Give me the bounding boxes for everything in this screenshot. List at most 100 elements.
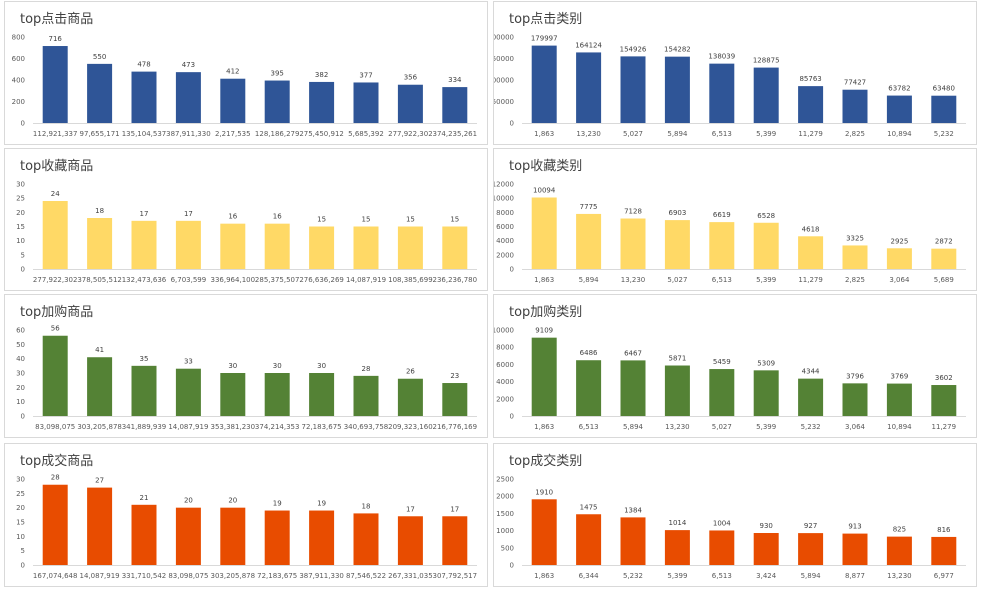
data-label: 28 — [362, 365, 371, 373]
chart-svg: 0 10 20 30 40 50 60 56 83,098,075 41 303,205,878 35… — [16, 325, 477, 431]
data-label: 27 — [95, 477, 104, 485]
data-label: 138039 — [708, 53, 735, 61]
x-tick-label: 277,922,302 — [33, 276, 78, 284]
chart-svg: 0 50000 100000 150000 200000 179997 1,863 16412… — [494, 34, 966, 138]
y-tick-label: 10 — [16, 237, 25, 245]
chart-title: top收藏类别 — [509, 159, 583, 174]
data-label: 30 — [273, 362, 282, 370]
x-tick-label: 2,217,535 — [215, 130, 251, 138]
y-tick-label: 400 — [12, 77, 25, 85]
chart-panel-3: top收藏类别 0 2000 4000 6000 8000 10000 12000 10094… — [493, 148, 977, 291]
chart-title: top成交类别 — [509, 454, 583, 469]
x-tick-label: 11,279 — [798, 130, 823, 138]
x-tick-label: 14,087,919 — [346, 276, 386, 284]
bar — [886, 536, 912, 565]
data-label: 17 — [450, 505, 459, 513]
data-label: 1014 — [668, 519, 686, 527]
bar — [886, 248, 912, 269]
data-label: 35 — [140, 355, 149, 363]
y-tick-label: 6000 — [496, 223, 514, 231]
x-tick-label: 2,825 — [845, 130, 865, 138]
data-label: 33 — [184, 358, 193, 366]
bar — [931, 536, 957, 565]
bar — [220, 78, 246, 123]
bar — [842, 89, 868, 123]
bar — [309, 373, 335, 416]
x-tick-label: 5,027 — [667, 276, 687, 284]
chart-panel-7: top成交类别 0 500 1000 1500 2000 2500 1910 1,863 147… — [493, 443, 977, 587]
x-tick-label: 13,230 — [621, 276, 646, 284]
bar — [886, 383, 912, 416]
data-label: 334 — [448, 76, 462, 84]
chart-svg: 0 200 400 600 800 716 112,921,337 550 97,655,171… — [12, 34, 477, 139]
bar — [798, 86, 824, 123]
chart-title: top收藏商品 — [20, 159, 94, 174]
bar — [576, 360, 602, 416]
bar — [264, 510, 290, 565]
data-label: 930 — [760, 522, 773, 530]
data-label: 6486 — [580, 349, 598, 357]
bar — [576, 514, 602, 565]
x-tick-label: 10,894 — [887, 423, 912, 431]
data-label: 382 — [315, 71, 328, 79]
data-label: 7775 — [580, 203, 598, 211]
y-tick-label: 6000 — [496, 361, 514, 369]
y-tick-label: 1500 — [496, 510, 514, 518]
x-tick-label: 6,703,599 — [171, 276, 207, 284]
bar — [620, 360, 646, 416]
data-label: 18 — [362, 502, 371, 510]
bar — [87, 218, 113, 269]
data-label: 17 — [184, 210, 193, 218]
y-tick-label: 2000 — [496, 493, 514, 501]
data-label: 3325 — [846, 234, 864, 242]
x-tick-label: 6,513 — [712, 572, 732, 580]
bar — [842, 533, 868, 565]
y-tick-label: 2000 — [496, 395, 514, 403]
data-label: 17 — [140, 210, 149, 218]
x-tick-label: 6,513 — [712, 130, 732, 138]
y-tick-label: 0 — [21, 120, 25, 128]
bar — [709, 222, 735, 269]
data-label: 6903 — [668, 209, 686, 217]
data-label: 15 — [406, 216, 415, 224]
bar — [798, 236, 824, 269]
x-tick-label: 5,685,392 — [348, 130, 384, 138]
y-tick-label: 4000 — [496, 237, 514, 245]
data-label: 15 — [317, 216, 326, 224]
bar — [620, 218, 646, 269]
y-tick-label: 150000 — [494, 55, 514, 63]
x-tick-label: 5,894 — [579, 276, 600, 284]
data-label: 85763 — [799, 75, 821, 83]
data-label: 154282 — [664, 46, 691, 54]
bar — [442, 87, 468, 123]
x-tick-label: 5,399 — [667, 572, 687, 580]
data-label: 77427 — [844, 79, 866, 87]
chart-svg: 0 5 10 15 20 25 30 24 277,922,302 18 378,505,512 17… — [16, 181, 477, 285]
x-tick-label: 112,921,337 — [33, 130, 78, 138]
data-label: 17 — [406, 505, 415, 513]
x-tick-label: 72,183,675 — [257, 572, 297, 580]
y-tick-label: 0 — [21, 562, 25, 570]
x-tick-label: 5,027 — [623, 130, 643, 138]
chart-panel-4: top加购商品 0 10 20 30 40 50 60 56 83,098,075 41 303,2… — [4, 294, 488, 438]
data-label: 4344 — [802, 368, 820, 376]
chart-panel-1: top点击类别 0 50000 100000 150000 200000 179997 1,… — [493, 1, 977, 145]
bar — [442, 383, 468, 416]
y-tick-label: 5 — [21, 547, 25, 555]
bar — [309, 226, 335, 269]
x-tick-label: 276,636,269 — [299, 276, 344, 284]
y-tick-label: 0 — [21, 413, 25, 421]
x-tick-label: 336,964,100 — [211, 276, 256, 284]
bar — [42, 46, 68, 123]
bar — [931, 385, 957, 416]
data-label: 19 — [273, 500, 282, 508]
bar — [175, 368, 201, 416]
data-label: 5459 — [713, 358, 731, 366]
bar — [87, 63, 113, 123]
data-label: 30 — [317, 362, 326, 370]
bar — [175, 72, 201, 123]
data-label: 6528 — [757, 212, 775, 220]
x-tick-label: 353,381,230 — [211, 423, 256, 431]
chart-panel-6: top成交商品 0 5 10 15 20 25 30 28 167,074,648 27 14,08… — [4, 443, 488, 587]
y-tick-label: 0 — [510, 562, 514, 570]
